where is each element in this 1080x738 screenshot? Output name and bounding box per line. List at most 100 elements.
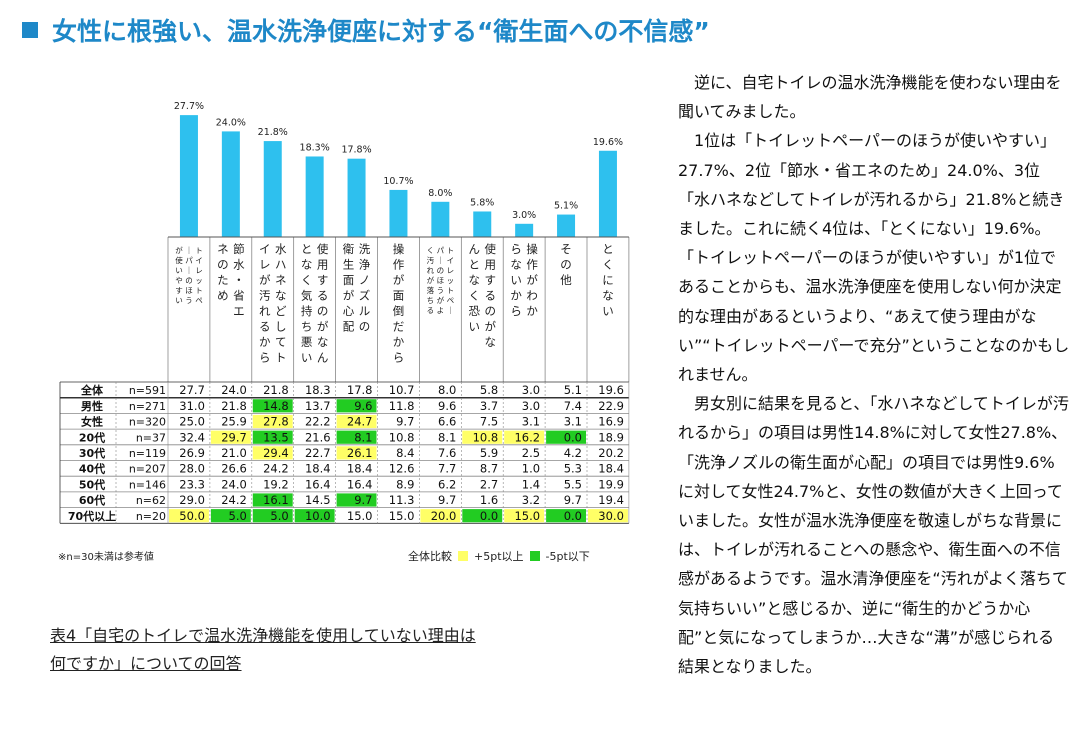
cell-r6-c10: 5.3 (564, 462, 582, 476)
cell-r7-c3: 19.2 (263, 477, 289, 491)
cell-r9-c3: 5.0 (270, 509, 288, 523)
row-group-4: 20代 (79, 430, 105, 444)
cell-r8-c3: 16.1 (263, 493, 289, 507)
svg-text:トイレットペ: トイレットペ (195, 246, 203, 305)
cell-highlight-r8-c3 (252, 493, 293, 507)
category-label-11: とくにない (602, 242, 614, 318)
cell-highlight-r9-c11 (588, 509, 628, 523)
cell-r8-c10: 9.7 (564, 493, 582, 507)
cell-highlight-r2-c5 (336, 399, 377, 413)
cell-r5-c6: 8.4 (396, 446, 414, 460)
cell-r6-c7: 7.7 (438, 462, 456, 476)
cell-r5-c11: 20.2 (598, 446, 624, 460)
category-label-10: その他 (560, 242, 572, 287)
cell-r5-c4: 22.7 (305, 446, 331, 460)
cell-r9-c10: 0.0 (564, 509, 582, 523)
cell-r5-c3: 29.4 (263, 446, 289, 460)
cell-r8-c11: 19.4 (598, 493, 624, 507)
cell-r6-c2: 26.6 (221, 462, 247, 476)
cell-r5-c1: 26.9 (179, 446, 205, 460)
legend-down-swatch (529, 551, 540, 561)
category-label-2: 節水・省エネのため (217, 242, 245, 318)
cell-r9-c11: 30.0 (598, 509, 624, 523)
svg-text:らないから: らないから (510, 242, 522, 318)
cell-r3-c7: 6.6 (438, 415, 456, 429)
cell-r1-c7: 8.0 (438, 383, 456, 397)
cell-r9-c8: 0.0 (480, 509, 498, 523)
section-title: 女性に根強い、温水洗浄便座に対する“衛生面への不信感” (52, 17, 710, 46)
cell-r7-c10: 5.5 (564, 477, 582, 491)
bar-1 (179, 115, 198, 237)
row-group-7: 50代 (79, 477, 105, 491)
cell-r8-c6: 11.3 (389, 493, 415, 507)
cell-r6-c8: 8.7 (480, 462, 498, 476)
svg-text:トイレットペ｜: トイレットペ｜ (447, 246, 455, 315)
svg-text:となく気持ち悪い: となく気持ち悪い (301, 242, 313, 365)
cell-r8-c1: 29.0 (179, 493, 205, 507)
svg-text:その他: その他 (560, 242, 572, 287)
caption-line-1: 表4「自宅のトイレで温水洗浄機能を使用していない理由は (50, 626, 476, 645)
cell-highlight-r5-c5 (336, 446, 377, 460)
cell-r3-c2: 25.9 (221, 415, 247, 429)
cell-r1-c1: 27.7 (179, 383, 205, 397)
cell-highlight-r4-c8 (462, 430, 503, 444)
bar-value-label-8: 5.8% (470, 197, 494, 208)
cell-r1-c9: 3.0 (522, 383, 540, 397)
cell-highlight-r4-c10 (546, 430, 586, 444)
row-group-6: 40代 (79, 462, 105, 476)
cell-r3-c8: 7.5 (480, 415, 498, 429)
svg-text:んとなく恐い: んとなく恐い (469, 242, 481, 334)
cell-r9-c9: 15.0 (514, 509, 540, 523)
row-group-9: 70代以上 (68, 509, 116, 523)
cell-highlight-r4-c9 (504, 430, 545, 444)
svg-text:操作がわか: 操作がわか (526, 242, 538, 318)
cell-r3-c10: 3.1 (564, 415, 582, 429)
cell-highlight-r9-c9 (504, 509, 545, 523)
cell-r4-c8: 10.8 (473, 430, 499, 444)
cell-r7-c4: 16.4 (305, 477, 331, 491)
bar-value-label-6: 10.7% (383, 176, 413, 187)
body-paragraph-3: 男女別に結果を見ると、「水ハネなどしてトイレが汚れるから」の項目は男性14.8%… (678, 394, 1069, 677)
category-label-1: トイレットペ｜パ｜のほうが使いやすい (175, 245, 203, 305)
cell-highlight-r9-c2 (210, 509, 251, 523)
cell-highlight-r5-c3 (252, 446, 293, 460)
cell-r2-c11: 22.9 (598, 399, 624, 413)
sample-size-note: ※n=30未満は参考値 (58, 552, 154, 563)
cell-r7-c5: 16.4 (347, 477, 373, 491)
bar-4 (305, 156, 324, 237)
category-label-5: 洗浄ノズルの衛生面が心配 (343, 242, 371, 334)
cell-highlight-r9-c8 (462, 509, 503, 523)
row-group-2: 男性 (81, 399, 103, 413)
cell-r5-c9: 2.5 (522, 446, 540, 460)
bar-6 (389, 189, 408, 237)
cell-r6-c11: 18.4 (598, 462, 624, 476)
cell-r3-c4: 22.2 (305, 415, 331, 429)
cell-r8-c4: 14.5 (305, 493, 331, 507)
cell-r1-c10: 5.1 (564, 383, 582, 397)
cell-r2-c9: 3.0 (522, 399, 540, 413)
cell-r2-c3: 14.8 (263, 399, 289, 413)
bar-8 (473, 211, 492, 237)
article-body: 逆に、自宅トイレの温水洗浄機能を使わない理由を聞いてみました。 1位は「トイレッ… (678, 68, 1070, 681)
cell-highlight-r4-c5 (336, 430, 377, 444)
legend-base-label: 全体比較 (408, 550, 452, 563)
bar-10 (557, 214, 576, 237)
cell-r3-c5: 24.7 (347, 415, 373, 429)
cell-r4-c9: 16.2 (514, 430, 540, 444)
cell-r1-c3: 21.8 (263, 383, 289, 397)
row-n-3: n=320 (129, 416, 166, 429)
cell-highlight-r9-c7 (420, 509, 461, 523)
cell-r5-c2: 21.0 (221, 446, 247, 460)
bar-value-label-4: 18.3% (300, 142, 330, 153)
cell-r3-c11: 16.9 (598, 415, 624, 429)
chart-legend: 全体比較 +5pt以上 -5pt以下 (408, 548, 590, 564)
cell-r1-c6: 10.7 (389, 383, 415, 397)
cell-r1-c4: 18.3 (305, 383, 331, 397)
cell-r8-c8: 1.6 (480, 493, 498, 507)
svg-text:イレが汚れるから: イレが汚れるから (259, 242, 271, 365)
bar-value-label-2: 24.0% (216, 117, 246, 128)
cell-r4-c11: 18.9 (598, 430, 624, 444)
svg-text:ネのため: ネのため (217, 242, 229, 303)
